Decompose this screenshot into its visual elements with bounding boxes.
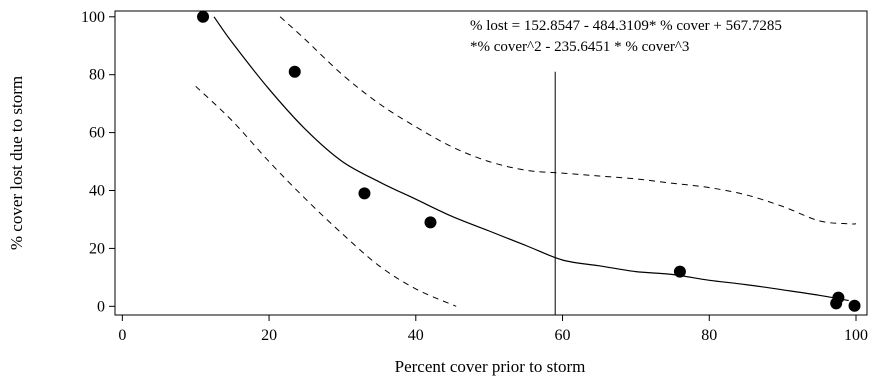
x-tick-label-100: 100 <box>844 327 868 344</box>
y-tick-label-100: 100 <box>81 9 105 26</box>
x-tick-label-40: 40 <box>408 327 424 344</box>
data-point-3 <box>358 187 371 200</box>
y-tick-label-60: 60 <box>89 125 105 142</box>
annotation-line-2: *% cover^2 - 235.6451 * % cover^3 <box>470 39 689 55</box>
data-point-1 <box>197 10 210 23</box>
data-point-2 <box>288 65 301 78</box>
annotation-line-1: % lost = 152.8547 - 484.3109* % cover + … <box>470 18 782 34</box>
y-tick-label-20: 20 <box>89 240 105 257</box>
x-tick-label-20: 20 <box>261 327 277 344</box>
x-tick-label-0: 0 <box>118 327 126 344</box>
lower-confidence-band <box>195 85 457 307</box>
regression-fit-line <box>213 16 849 302</box>
data-points <box>197 10 861 312</box>
data-point-8 <box>848 299 861 312</box>
y-tick-label-80: 80 <box>89 67 105 84</box>
y-axis-ticks: 0 20 40 60 80 100 <box>81 9 115 315</box>
plot-frame <box>114 10 868 316</box>
data-point-7 <box>832 291 845 304</box>
y-tick-label-0: 0 <box>97 298 105 315</box>
x-axis-ticks: 0 20 40 60 80 100 <box>118 315 868 344</box>
x-tick-label-60: 60 <box>555 327 571 344</box>
y-axis-label: % cover lost due to storm <box>7 76 26 250</box>
data-point-5 <box>673 265 686 278</box>
x-tick-label-80: 80 <box>701 327 717 344</box>
x-axis-label: Percent cover prior to storm <box>395 357 586 376</box>
data-point-4 <box>424 216 437 229</box>
y-tick-label-40: 40 <box>89 183 105 200</box>
